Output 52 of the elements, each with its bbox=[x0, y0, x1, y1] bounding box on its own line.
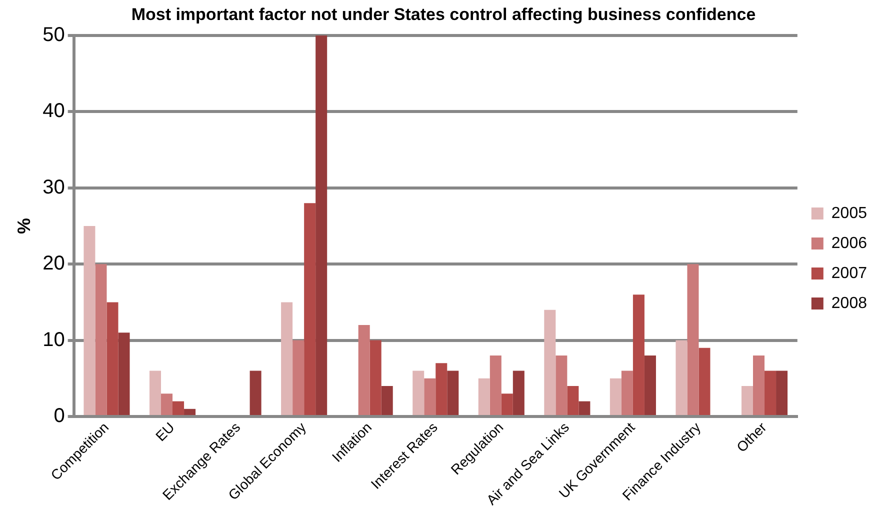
y-tick-label: 10 bbox=[42, 328, 65, 351]
y-tick-label: 50 bbox=[42, 24, 65, 46]
bar bbox=[250, 370, 262, 416]
bar bbox=[424, 378, 436, 416]
bar bbox=[676, 340, 688, 416]
bar bbox=[753, 356, 765, 416]
bar bbox=[741, 386, 754, 416]
bar bbox=[556, 356, 568, 416]
bar bbox=[632, 294, 644, 416]
bar bbox=[544, 310, 556, 416]
bar bbox=[447, 370, 459, 416]
bar bbox=[687, 264, 699, 416]
bar bbox=[358, 325, 370, 416]
legend-label: 2006 bbox=[831, 234, 868, 252]
bar bbox=[490, 356, 502, 416]
bar bbox=[149, 370, 161, 416]
x-tick-label: EU bbox=[152, 419, 178, 444]
bar bbox=[412, 370, 424, 416]
y-axis-title: % bbox=[14, 218, 34, 234]
legend-label: 2008 bbox=[831, 294, 868, 312]
bar bbox=[161, 394, 173, 416]
legend-label: 2007 bbox=[831, 264, 868, 282]
bar bbox=[698, 348, 710, 416]
bar bbox=[118, 332, 130, 416]
bar bbox=[370, 340, 382, 416]
bar bbox=[304, 203, 316, 416]
bar bbox=[644, 356, 656, 416]
legend-label: 2005 bbox=[831, 204, 868, 222]
bar bbox=[501, 394, 513, 416]
bar bbox=[106, 302, 118, 416]
bar bbox=[436, 363, 448, 416]
y-tick-label: 30 bbox=[42, 176, 65, 198]
bar bbox=[621, 370, 633, 416]
bar bbox=[281, 302, 293, 416]
y-tick-label: 0 bbox=[54, 405, 65, 428]
y-tick-label: 20 bbox=[42, 252, 65, 275]
bar bbox=[316, 35, 328, 416]
bar bbox=[567, 386, 579, 416]
bar bbox=[84, 226, 96, 416]
bar bbox=[764, 370, 776, 416]
bar bbox=[578, 401, 590, 416]
bar bbox=[512, 370, 524, 416]
bar bbox=[776, 370, 788, 416]
bar bbox=[172, 401, 184, 416]
bar bbox=[184, 408, 196, 416]
bar bbox=[381, 386, 393, 416]
chart-title: Most important factor not under States control affecting business confidence bbox=[131, 4, 756, 24]
bar bbox=[95, 264, 107, 416]
y-tick-label: 40 bbox=[42, 100, 65, 122]
bar bbox=[478, 378, 490, 416]
bar bbox=[292, 340, 304, 416]
bar bbox=[610, 378, 622, 416]
